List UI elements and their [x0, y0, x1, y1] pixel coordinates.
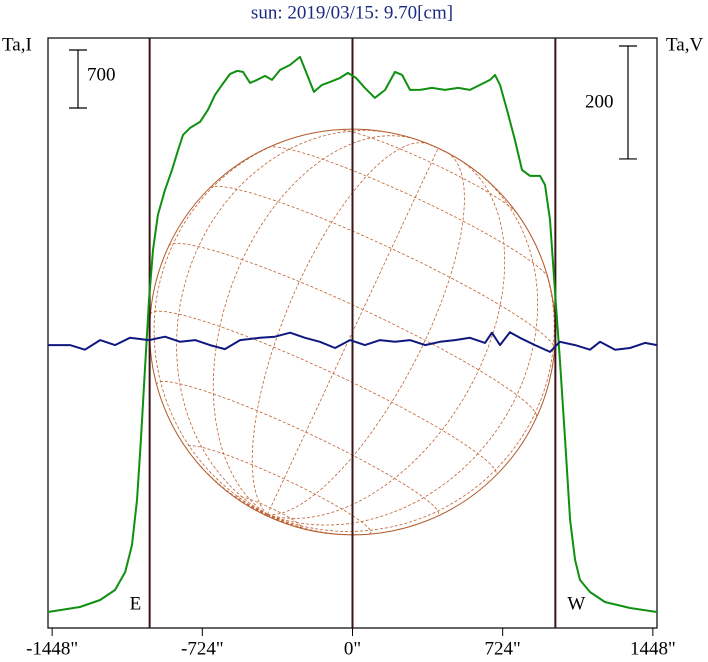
data-line — [48, 331, 658, 353]
graticule-line — [156, 381, 440, 517]
limb-label: W — [567, 593, 585, 614]
chart-title: sun: 2019/03/15: 9.70[cm] — [251, 2, 453, 23]
y2-axis-label: Ta,V — [666, 34, 703, 55]
scale-bar — [69, 49, 87, 109]
scale-bar — [619, 45, 637, 160]
graticule-line — [415, 138, 460, 161]
graticule-line — [267, 231, 555, 532]
graticule-line — [209, 185, 555, 349]
graticule-line — [267, 514, 284, 524]
graticule-line — [168, 243, 537, 418]
graticule-line — [267, 158, 506, 519]
data-line — [47, 55, 658, 613]
x-tick-label: -724" — [181, 638, 224, 659]
graticule-line — [186, 445, 372, 535]
graticule-line — [153, 132, 317, 515]
graticule-line — [267, 514, 274, 520]
y-axis-label: Ta,I — [2, 34, 32, 55]
solar-disk — [149, 128, 556, 536]
graticule-line — [267, 148, 439, 515]
graticule-line — [212, 135, 418, 515]
graticule-line — [338, 129, 517, 214]
graticule-line — [176, 130, 398, 515]
graticule-line — [236, 495, 302, 528]
x-tick-label: 724" — [485, 638, 521, 659]
graticule-line — [150, 310, 497, 476]
x-tick-label: -1448" — [26, 638, 78, 659]
scale-bar-label: 700 — [87, 64, 116, 85]
scale-bar-label: 200 — [585, 91, 614, 112]
x-tick-label: 1448" — [630, 638, 676, 659]
graticule-line — [251, 142, 430, 515]
graticule-line — [250, 507, 268, 515]
graticule-line — [267, 169, 538, 526]
graticule-line — [267, 152, 465, 516]
graticule-line — [267, 146, 549, 279]
limb-label: E — [130, 593, 142, 614]
x-tick-label: 0" — [344, 638, 361, 659]
